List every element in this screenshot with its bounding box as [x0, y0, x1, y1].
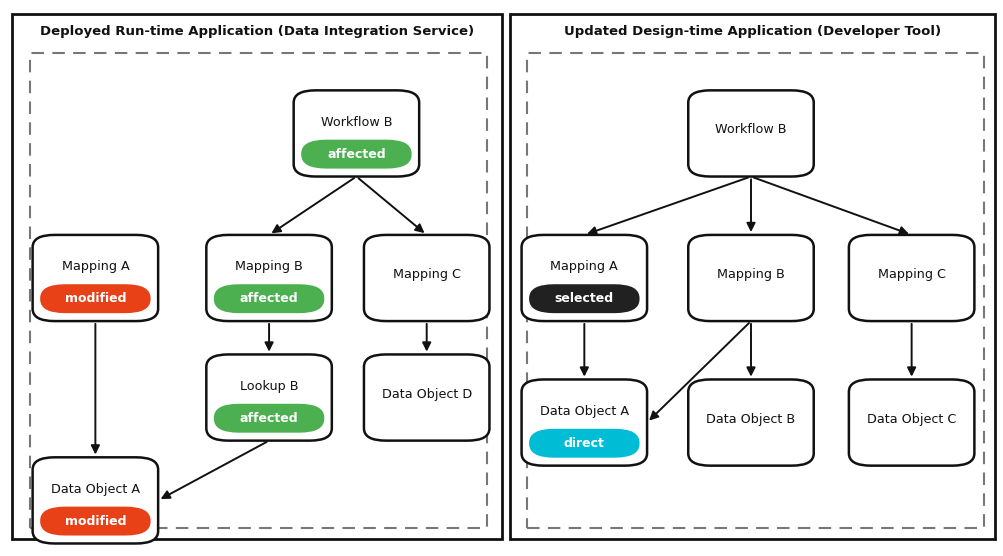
Text: Workflow B: Workflow B: [714, 123, 786, 136]
Text: Data Object A: Data Object A: [51, 483, 139, 496]
FancyBboxPatch shape: [32, 235, 158, 321]
FancyBboxPatch shape: [849, 235, 974, 321]
Text: modified: modified: [64, 515, 126, 528]
Bar: [30, 53, 486, 528]
Bar: [527, 53, 983, 528]
Text: Workflow B: Workflow B: [320, 116, 392, 129]
FancyBboxPatch shape: [301, 140, 411, 168]
FancyBboxPatch shape: [522, 235, 646, 321]
FancyBboxPatch shape: [207, 235, 332, 321]
Text: Data Object D: Data Object D: [381, 388, 471, 400]
Text: Mapping C: Mapping C: [877, 268, 945, 281]
Text: Mapping A: Mapping A: [61, 260, 129, 274]
FancyBboxPatch shape: [688, 379, 813, 466]
FancyBboxPatch shape: [40, 284, 150, 313]
Text: affected: affected: [240, 412, 298, 425]
FancyBboxPatch shape: [688, 90, 813, 177]
Text: Mapping B: Mapping B: [716, 268, 784, 281]
Bar: [510, 14, 994, 539]
Text: Updated Design-time Application (Developer Tool): Updated Design-time Application (Develop…: [564, 25, 940, 38]
Text: direct: direct: [564, 437, 604, 450]
Text: Mapping B: Mapping B: [235, 260, 303, 274]
FancyBboxPatch shape: [207, 355, 332, 440]
FancyBboxPatch shape: [688, 235, 813, 321]
Text: affected: affected: [327, 148, 385, 161]
Text: Data Object C: Data Object C: [866, 413, 956, 425]
Bar: [12, 14, 502, 539]
Text: modified: modified: [64, 292, 126, 305]
FancyBboxPatch shape: [40, 507, 150, 535]
FancyBboxPatch shape: [214, 284, 324, 313]
FancyBboxPatch shape: [32, 457, 158, 544]
Text: Lookup B: Lookup B: [240, 380, 298, 393]
FancyBboxPatch shape: [522, 379, 646, 466]
Text: Mapping A: Mapping A: [550, 260, 618, 274]
FancyBboxPatch shape: [529, 284, 639, 313]
FancyBboxPatch shape: [849, 379, 974, 466]
Text: Mapping C: Mapping C: [392, 268, 460, 281]
Text: Data Object B: Data Object B: [706, 413, 794, 425]
Text: selected: selected: [555, 292, 613, 305]
Text: Deployed Run-time Application (Data Integration Service): Deployed Run-time Application (Data Inte…: [40, 25, 473, 38]
Text: affected: affected: [240, 292, 298, 305]
FancyBboxPatch shape: [214, 404, 324, 433]
Text: Data Object A: Data Object A: [540, 405, 628, 418]
FancyBboxPatch shape: [529, 429, 639, 458]
FancyBboxPatch shape: [363, 355, 489, 440]
FancyBboxPatch shape: [363, 235, 489, 321]
FancyBboxPatch shape: [294, 90, 419, 177]
